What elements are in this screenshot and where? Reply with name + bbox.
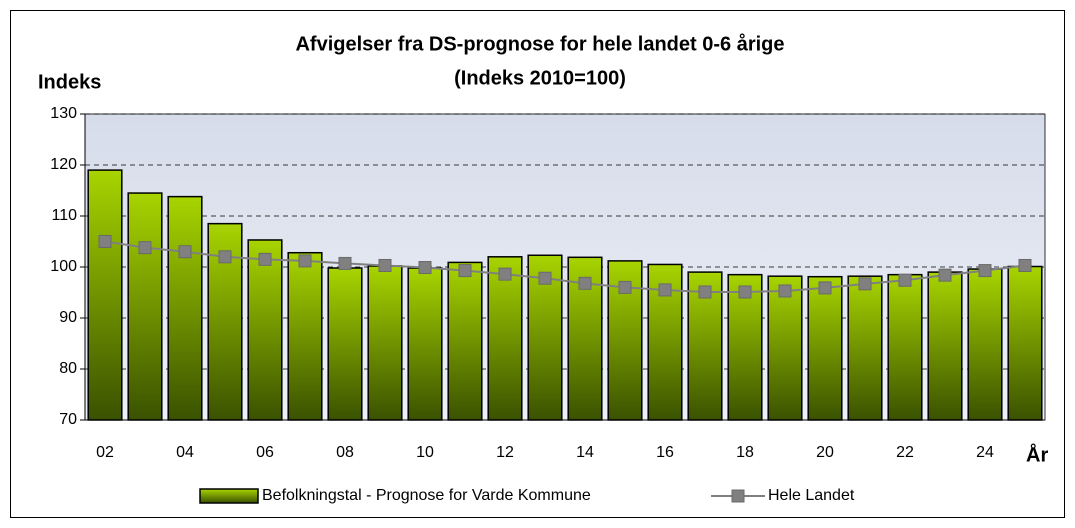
marker [618, 280, 632, 294]
marker [1018, 258, 1032, 272]
x-tick-label: 14 [576, 444, 594, 461]
marker [418, 261, 432, 275]
marker [698, 285, 712, 299]
x-tick-label: 04 [176, 444, 194, 461]
marker [538, 271, 552, 285]
bar [807, 275, 843, 421]
x-tick-label: 08 [336, 444, 354, 461]
bar [1007, 265, 1043, 421]
x-tick-label: 20 [816, 444, 834, 461]
bar [927, 271, 963, 421]
marker [858, 277, 872, 291]
marker [218, 250, 232, 264]
x-tick-label: 24 [976, 444, 994, 461]
chart-subtitle: (Indeks 2010=100) [454, 67, 626, 89]
x-tick-label: 12 [496, 444, 514, 461]
bar [127, 192, 163, 421]
chart-title: Afvigelser fra DS-prognose for hele land… [295, 32, 784, 55]
y-tick-label: 90 [59, 309, 77, 326]
y-tick-label: 130 [50, 105, 77, 122]
y-axis-label: Indeks [38, 71, 101, 93]
marker [298, 254, 312, 268]
marker [98, 235, 112, 248]
marker [938, 268, 952, 282]
marker [898, 273, 912, 287]
x-tick-label: 16 [656, 444, 674, 461]
x-tick-label: 06 [256, 444, 274, 461]
y-tick-label: 100 [50, 258, 77, 275]
bar [447, 261, 483, 421]
marker [258, 252, 272, 266]
marker [378, 258, 392, 272]
legend-swatch [199, 488, 259, 504]
marker [658, 283, 672, 297]
legend-label: Befolkningstal - Prognose for Varde Komm… [262, 487, 591, 504]
marker [818, 281, 832, 295]
marker [738, 285, 752, 299]
marker [778, 284, 792, 298]
bar [327, 267, 363, 421]
marker [178, 245, 192, 259]
bar [247, 239, 283, 421]
y-tick-label: 110 [51, 207, 77, 224]
bar [287, 251, 323, 421]
bar [887, 273, 923, 421]
marker [978, 264, 992, 278]
bar [367, 265, 403, 421]
x-axis-label: År [1026, 442, 1048, 466]
line [104, 240, 1026, 293]
bar [967, 268, 1003, 421]
x-tick-label: 22 [896, 444, 914, 461]
bar [407, 267, 443, 421]
marker [498, 267, 512, 281]
y-tick-label: 70 [59, 411, 77, 428]
y-tick-label: 120 [50, 156, 77, 173]
plot-border [84, 113, 1046, 421]
x-tick-label: 18 [736, 444, 754, 461]
bar [87, 169, 123, 421]
marker [458, 264, 472, 278]
legend-label: Hele Landet [768, 487, 855, 504]
x-tick-label: 10 [416, 444, 434, 461]
bar [167, 195, 203, 421]
marker [338, 256, 352, 270]
bar [847, 275, 883, 421]
y-tick-label: 80 [59, 360, 77, 377]
marker [138, 241, 152, 255]
marker [578, 276, 592, 290]
legend-marker [731, 489, 745, 503]
bar [767, 275, 803, 421]
x-tick-label: 02 [96, 444, 114, 461]
bar [487, 256, 523, 421]
